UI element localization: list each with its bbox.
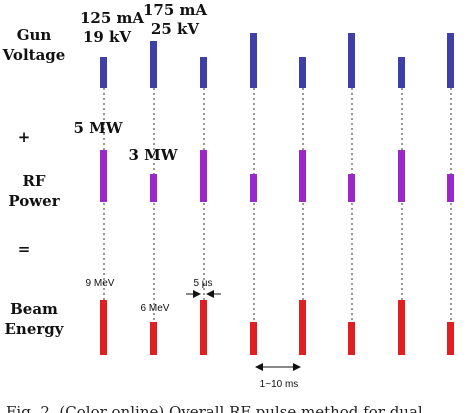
rf-pulses — [100, 150, 454, 202]
gun-pulse-4 — [250, 33, 257, 88]
beam-pulse-4 — [250, 322, 257, 355]
gun-low-voltage: 19 kV — [83, 28, 131, 46]
gun-pulses — [100, 33, 454, 88]
rf-high-label: 5 MW — [73, 119, 123, 137]
period-label: 1~10 ms — [260, 379, 299, 390]
gun-pulse-2 — [150, 41, 157, 88]
beam-label-line2: Energy — [5, 320, 65, 338]
rf-pulse-4 — [250, 174, 257, 202]
rf-pulse-7 — [398, 150, 405, 202]
equals-sign: = — [18, 240, 31, 258]
plus-sign: + — [18, 128, 31, 146]
figure-caption: Fig. 2. (Color online) Overall RF pulse … — [6, 403, 423, 413]
gun-label-line1: Gun — [17, 26, 52, 44]
beam-pulse-5 — [299, 300, 306, 355]
gun-label-line2: Voltage — [2, 46, 66, 64]
beam-pulse-3 — [200, 300, 207, 355]
rf-low-label: 3 MW — [128, 146, 178, 164]
beam-pulses — [100, 300, 454, 355]
gun-high-current: 175 mA — [143, 1, 207, 19]
gun-pulse-7 — [398, 57, 405, 88]
gun-pulse-5 — [299, 57, 306, 88]
beam-pulse-7 — [398, 300, 405, 355]
gun-pulse-8 — [447, 33, 454, 88]
beam-pulse-8 — [447, 322, 454, 355]
beam-low-label: 6 MeV — [141, 303, 170, 314]
beam-pulse-2 — [150, 322, 157, 355]
pulse-width-label: 5 μs — [193, 278, 212, 289]
gun-high-voltage: 25 kV — [151, 20, 199, 38]
rf-pulse-6 — [348, 174, 355, 202]
rf-pulse-8 — [447, 174, 454, 202]
beam-high-label: 9 MeV — [86, 278, 115, 289]
gun-pulse-6 — [348, 33, 355, 88]
rf-pulse-3 — [200, 150, 207, 202]
rf-pulse-2 — [150, 174, 157, 202]
gun-low-current: 125 mA — [80, 9, 144, 27]
gun-pulse-3 — [200, 57, 207, 88]
dashed-guides — [103, 88, 452, 322]
beam-pulse-6 — [348, 322, 355, 355]
beam-label-line1: Beam — [10, 300, 58, 318]
rf-label-line2: Power — [8, 192, 60, 210]
rf-pulse-1 — [100, 150, 107, 202]
rf-pulse-5 — [299, 150, 306, 202]
gun-pulse-1 — [100, 57, 107, 88]
beam-pulse-1 — [100, 300, 107, 355]
rf-label-line1: RF — [22, 172, 45, 190]
